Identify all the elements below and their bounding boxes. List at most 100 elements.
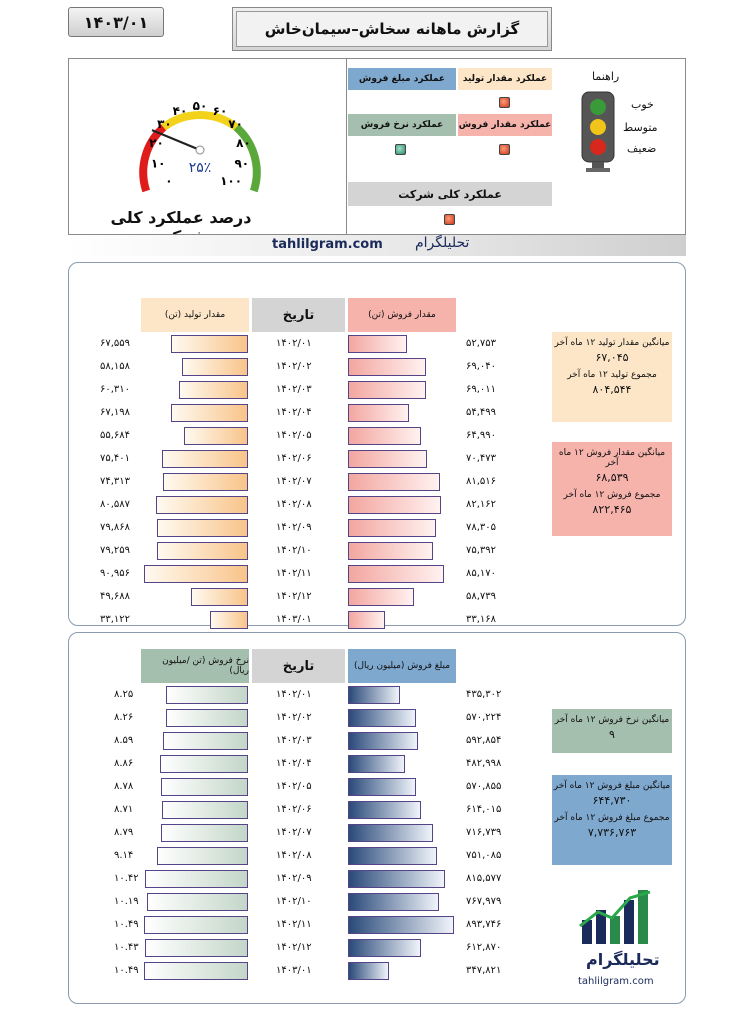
date-cell: ۱۴۰۲/۱۲ bbox=[276, 942, 312, 953]
production-bar bbox=[163, 473, 248, 491]
date-cell: ۱۴۰۲/۰۸ bbox=[276, 850, 312, 861]
guide-medium: متوسط bbox=[623, 121, 658, 134]
sales-qty-avg-label: میانگین مقدار فروش ۱۲ ماه آخر bbox=[558, 448, 666, 468]
sales-rate-value: ۸.۷۱ bbox=[114, 804, 134, 815]
sales-qty-sum-label: مجموع فروش ۱۲ ماه آخر bbox=[563, 490, 661, 500]
sales-qty-value: ۸۵,۱۷۰ bbox=[466, 568, 497, 579]
sales-amount-avg-label: میانگین مبلغ فروش ۱۲ ماه آخر bbox=[553, 781, 671, 791]
sales-amount-bar bbox=[348, 916, 454, 934]
date-cell: ۱۴۰۲/۰۴ bbox=[276, 407, 312, 418]
sales-amount-bar bbox=[348, 686, 400, 704]
logo-text: تحلیلگرام bbox=[586, 950, 660, 969]
guide-good: خوب bbox=[631, 98, 654, 111]
sales-qty-value: ۶۹,۰۱۱ bbox=[466, 384, 497, 395]
sales-qty-bar bbox=[348, 335, 407, 353]
sales-amount-bar bbox=[348, 732, 418, 750]
production-header: مقدار تولید (تن) bbox=[141, 298, 249, 332]
sales-rate-bar bbox=[160, 755, 248, 773]
production-value: ۷۴,۳۱۳ bbox=[100, 476, 131, 487]
sales-qty-bar bbox=[348, 496, 441, 514]
sales-rate-value: ۱۰.۱۹ bbox=[114, 896, 139, 907]
sales-qty-header: مقدار فروش (تن) bbox=[348, 298, 456, 332]
sales-qty-bar bbox=[348, 358, 426, 376]
date-cell: ۱۴۰۲/۰۷ bbox=[276, 827, 312, 838]
sales-qty-bar bbox=[348, 473, 440, 491]
production-bar bbox=[171, 404, 248, 422]
sales-amount-value: ۵۷۰,۸۵۵ bbox=[466, 781, 502, 792]
production-value: ۶۷,۱۹۸ bbox=[100, 407, 131, 418]
date-cell: ۱۴۰۲/۰۶ bbox=[276, 453, 312, 464]
brand-name: تحلیلگرام bbox=[415, 235, 470, 251]
date-cell: ۱۴۰۲/۰۹ bbox=[276, 522, 312, 533]
production-bar bbox=[157, 542, 248, 560]
production-bar bbox=[210, 611, 248, 629]
sales-rate-value: ۱۰.۴۳ bbox=[114, 942, 139, 953]
date-cell: ۱۴۰۲/۰۴ bbox=[276, 758, 312, 769]
sales-amount-value: ۷۵۱,۰۸۵ bbox=[466, 850, 502, 861]
gauge-tick-label: ۹۰ bbox=[234, 157, 249, 171]
date-cell: ۱۴۰۲/۰۳ bbox=[276, 735, 312, 746]
sales-amount-bar bbox=[348, 847, 437, 865]
traffic-light-icon bbox=[581, 91, 615, 172]
sales-amount-bar bbox=[348, 939, 421, 957]
production-value: ۷۵,۴۰۱ bbox=[100, 453, 131, 464]
sales-amount-value: ۸۹۳,۷۴۶ bbox=[466, 919, 502, 930]
sales-rate-summary: میانگین نرخ فروش ۱۲ ماه آخر ۹ bbox=[552, 709, 672, 753]
date-cell: ۱۴۰۲/۰۷ bbox=[276, 476, 312, 487]
sales-qty-value: ۵۸,۷۳۹ bbox=[466, 591, 497, 602]
date-cell: ۱۴۰۲/۰۲ bbox=[276, 361, 312, 372]
sales-amount-sum-label: مجموع مبلغ فروش ۱۲ ماه آخر bbox=[554, 813, 670, 823]
sales-amount-value: ۵۹۲,۸۵۴ bbox=[466, 735, 502, 746]
sales-amount-bar bbox=[348, 778, 416, 796]
sales-rate-value: ۱۰.۴۹ bbox=[114, 965, 139, 976]
sales-qty-avg-value: ۶۸,۵۳۹ bbox=[595, 471, 629, 484]
production-value: ۵۵,۶۸۴ bbox=[100, 430, 131, 441]
sales-qty-value: ۶۴,۹۹۰ bbox=[466, 430, 497, 441]
production-bar bbox=[191, 588, 248, 606]
guide-weak: ضعیف bbox=[627, 142, 657, 155]
gauge-band-yellow bbox=[161, 111, 239, 131]
sales-qty-value: ۳۳,۱۶۸ bbox=[466, 614, 497, 625]
sales-rate-value: ۱۰.۴۹ bbox=[114, 919, 139, 930]
date-cell: ۱۴۰۲/۱۱ bbox=[276, 568, 312, 579]
production-bar bbox=[162, 450, 248, 468]
sales-rate-bar bbox=[161, 778, 248, 796]
sales-qty-bar bbox=[348, 611, 385, 629]
gauge-needle bbox=[151, 129, 201, 152]
sales-rate-bar bbox=[145, 939, 248, 957]
sales-qty-summary: میانگین مقدار فروش ۱۲ ماه آخر ۶۸,۵۳۹ مجم… bbox=[552, 442, 672, 536]
gauge-tick-label: ۶۰ bbox=[213, 104, 228, 118]
sales-rate-bar bbox=[145, 870, 248, 888]
production-bar bbox=[144, 565, 248, 583]
gauge-tick-label: ۲۰ bbox=[149, 136, 164, 150]
sales-rate-bar bbox=[166, 709, 248, 727]
date-cell: ۱۴۰۲/۱۲ bbox=[276, 591, 312, 602]
report-title: گزارش ماهانه سخاش–سیمان‌خاش bbox=[264, 20, 520, 38]
sales-amount-sum-value: ۷,۷۳۶,۷۶۳ bbox=[587, 826, 637, 839]
sales-qty-value: ۵۴,۴۹۹ bbox=[466, 407, 497, 418]
sales-qty-bar bbox=[348, 542, 433, 560]
sales-amount-header: مبلغ فروش (میلیون ریال) bbox=[348, 649, 456, 683]
sales-rate-bar bbox=[144, 962, 248, 980]
sales-amount-avg-value: ۶۴۴,۷۳۰ bbox=[592, 794, 632, 807]
sales-rate-header: نرخ فروش (تن /میلیون ریال) bbox=[141, 649, 249, 683]
date-cell: ۱۴۰۲/۰۱ bbox=[276, 689, 312, 700]
production-bar bbox=[157, 519, 248, 537]
sales-qty-value: ۸۲,۱۶۲ bbox=[466, 499, 497, 510]
date-cell: ۱۴۰۳/۰۱ bbox=[276, 965, 312, 976]
gauge-tick-label: ۵۰ bbox=[193, 99, 208, 113]
sales-qty-value: ۷۸,۳۰۵ bbox=[466, 522, 497, 533]
sales-amount-bar bbox=[348, 962, 389, 980]
sales-amount-bar bbox=[348, 801, 421, 819]
sales-rate-value: ۸.۷۸ bbox=[114, 781, 134, 792]
gauge-value: ۲۵٪ bbox=[189, 160, 212, 176]
sales-rate-bar bbox=[166, 686, 248, 704]
gauge-tick-label: ۷۰ bbox=[228, 117, 243, 131]
sales-rate-bar bbox=[163, 732, 248, 750]
production-avg-value: ۶۷,۰۴۵ bbox=[595, 351, 629, 364]
overall-perf-label: عملکرد کلی شرکت bbox=[348, 182, 552, 206]
sales-amount-bar bbox=[348, 893, 439, 911]
production-value: ۶۰,۳۱۰ bbox=[100, 384, 131, 395]
sales-rate-value: ۸.۷۹ bbox=[114, 827, 134, 838]
